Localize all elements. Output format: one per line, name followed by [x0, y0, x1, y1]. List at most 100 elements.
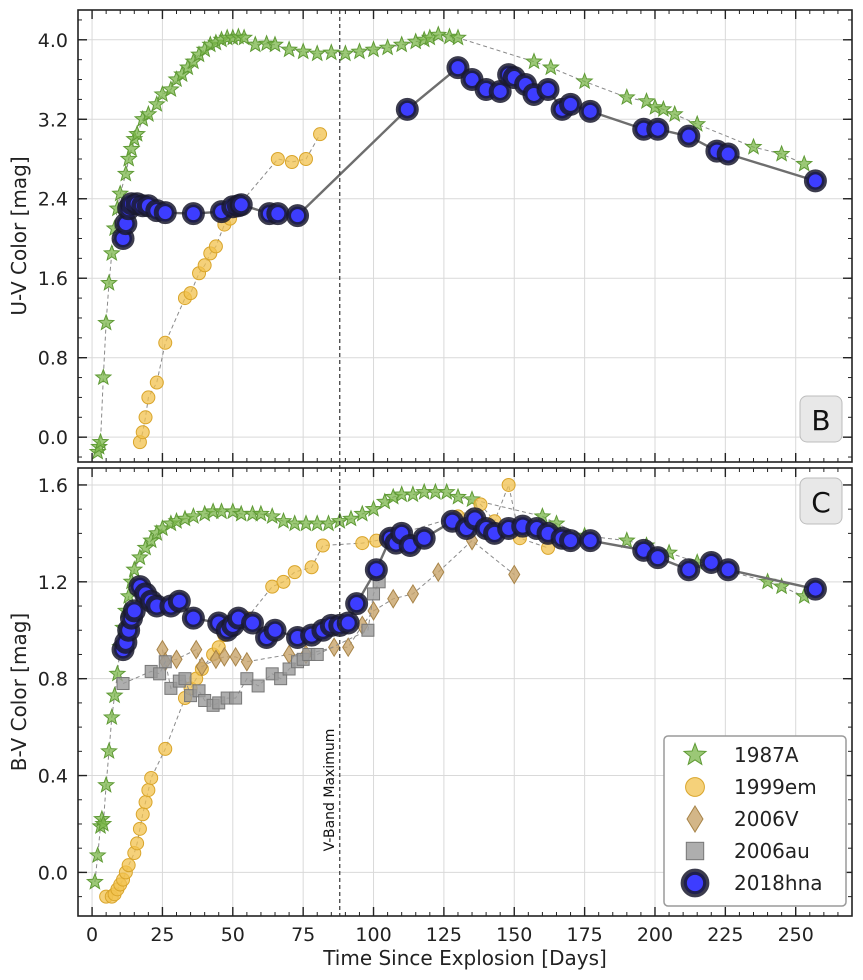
point-2006au	[240, 672, 254, 686]
point-1987A	[665, 104, 684, 122]
legend-label-2006au: 2006au	[734, 839, 810, 863]
x-tick-label: 250	[778, 924, 814, 946]
x-tick-label: 100	[355, 924, 391, 946]
y-tick-label: 1.6	[38, 475, 68, 497]
x-tick-label: 125	[426, 924, 462, 946]
point-2018hna	[578, 99, 602, 123]
point-1987A	[266, 35, 284, 53]
point-1987A	[795, 154, 814, 172]
point-2006V	[328, 637, 341, 658]
point-1987A	[251, 504, 270, 522]
legend-label-1999em: 1999em	[734, 775, 817, 799]
point-2018hna	[677, 124, 701, 148]
y-tick-label: 1.6	[38, 268, 68, 290]
point-1987A	[772, 144, 791, 162]
point-2018hna	[181, 202, 205, 226]
point-1987A	[91, 432, 110, 450]
point-2018hna	[716, 558, 740, 582]
point-1987A	[105, 686, 124, 704]
point-1999em	[158, 741, 173, 756]
point-1987A	[100, 273, 118, 291]
point-2018hna	[364, 558, 388, 582]
point-1987A	[128, 124, 147, 142]
point-2006au	[158, 655, 172, 669]
point-1999em	[141, 390, 156, 405]
x-tick-label: 150	[496, 924, 532, 946]
panel-c-ylabel: B-V Color [mag]	[7, 613, 31, 771]
line-1987A	[97, 34, 805, 453]
x-tick-label: 75	[291, 924, 315, 946]
point-2006V	[240, 651, 253, 672]
legend-label-2006V: 2006V	[734, 807, 799, 831]
point-2018hna	[578, 529, 602, 553]
point-1987A	[94, 814, 113, 832]
point-1987A	[147, 95, 166, 112]
x-tick-label: 25	[150, 924, 174, 946]
point-1999em	[501, 477, 516, 492]
point-1987A	[308, 44, 327, 62]
point-2018hna	[153, 201, 177, 225]
point-2018hna	[181, 606, 205, 630]
point-2018hna	[488, 79, 512, 103]
y-tick-label: 0.0	[38, 427, 68, 449]
point-1987A	[102, 707, 121, 726]
point-1999em	[138, 795, 153, 810]
point-1987A	[772, 577, 791, 595]
series-1987A-b	[88, 25, 814, 460]
point-1987A	[440, 27, 459, 45]
point-1987A	[235, 28, 254, 46]
point-1999em	[304, 560, 319, 575]
point-1987A	[263, 506, 282, 525]
point-1987A	[130, 548, 149, 566]
point-1999em	[138, 410, 153, 425]
point-1987A	[94, 368, 113, 386]
point-1987A	[758, 572, 777, 590]
point-1987A	[403, 485, 422, 503]
point-2018hna	[716, 142, 740, 166]
point-1987A	[541, 58, 560, 76]
panel-c-series	[85, 477, 827, 904]
panel-c-bv: 0.0 0.4 0.8 1.2 1.6 0 25 50 75 100 125 150 175 200 225…	[7, 467, 853, 946]
point-2006au	[274, 672, 288, 686]
point-1987A	[294, 42, 313, 60]
x-axis-label: Time Since Explosion [Days]	[322, 946, 607, 970]
point-1987A	[342, 509, 360, 527]
point-2006V	[195, 656, 208, 677]
point-2018hna	[646, 117, 670, 141]
point-2006V	[342, 637, 355, 658]
legend-marker-1999em	[685, 777, 705, 797]
point-1987A	[102, 244, 121, 262]
y-tick-label: 1.2	[38, 572, 68, 594]
point-2006au	[116, 677, 130, 691]
point-1999em	[197, 258, 212, 273]
point-2018hna	[345, 592, 369, 616]
panel-b-uv: 0.0 0.8 1.6 2.4 3.2 4.0 U-V Color [mag] B	[7, 9, 853, 463]
point-2018hna	[646, 546, 670, 570]
point-2006V	[387, 588, 400, 609]
legend-label-1987A: 1987A	[734, 743, 799, 767]
point-2018hna	[336, 611, 360, 635]
point-1987A	[449, 487, 467, 505]
point-1987A	[161, 80, 180, 98]
legend-box	[663, 735, 847, 907]
panel-b-letter-badge: B	[799, 395, 843, 443]
point-2018hna	[536, 77, 560, 101]
point-1987A	[524, 52, 543, 70]
point-1987A	[336, 44, 355, 62]
point-2006V	[508, 564, 521, 585]
y-tick-label: 0.8	[38, 348, 68, 370]
y-tick-label: 0.4	[38, 766, 68, 788]
point-1987A	[173, 65, 192, 83]
point-2018hna	[263, 618, 287, 642]
x-tick-label: 175	[566, 924, 602, 946]
point-2006V	[218, 646, 231, 667]
point-2006V	[190, 639, 203, 660]
point-1999em	[144, 770, 159, 785]
point-2006V	[432, 562, 445, 583]
point-2018hna	[446, 56, 470, 80]
point-1987A	[125, 560, 144, 578]
point-1987A	[429, 25, 448, 43]
point-1987A	[85, 872, 104, 890]
point-1987A	[139, 104, 158, 122]
point-1987A	[274, 511, 293, 529]
